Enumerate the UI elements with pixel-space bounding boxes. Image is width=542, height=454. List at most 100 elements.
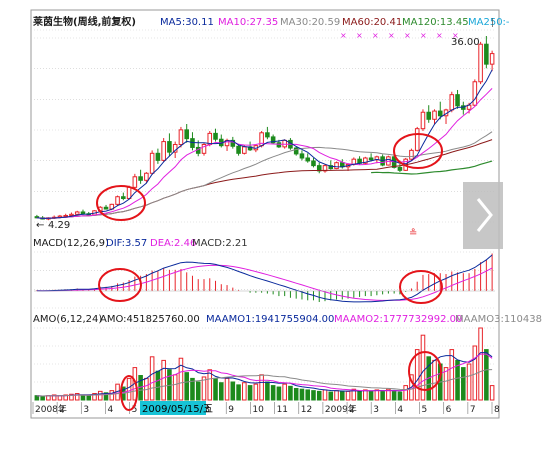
candle-up [489, 53, 495, 65]
amo-bar-up [74, 393, 80, 401]
chevron-right-icon [476, 198, 493, 232]
amo-bar-down [184, 372, 189, 401]
amo-bar-down [236, 384, 241, 401]
time-tick-label: 3 [83, 405, 89, 415]
candle-up [414, 128, 420, 151]
amo-bar-down [293, 387, 299, 401]
time-tick-label: 5 [422, 405, 428, 415]
candle-down [121, 196, 126, 199]
candle-up [144, 172, 149, 181]
time-tick-label: 3 [373, 405, 379, 415]
amo-bar-up [345, 390, 351, 401]
time-tick-label: 2 [349, 405, 355, 415]
amo-bar-up [478, 327, 483, 401]
candle-up [132, 176, 138, 188]
amo-bar-down [40, 395, 45, 401]
amo-bar-up [109, 390, 115, 401]
candle-up [282, 139, 287, 148]
macd-title: MACD(12,26,9) [33, 238, 109, 249]
candle-down [305, 157, 311, 162]
amo-bar-down [218, 382, 224, 401]
candle-up [149, 152, 155, 174]
annotation-circle-amo-breakout [408, 351, 442, 391]
amo-bar-down [340, 390, 345, 401]
amo-bar-up [161, 359, 166, 401]
annotation-circle-macd-cross-2 [399, 270, 443, 304]
amo-bar-up [63, 394, 68, 401]
amo-bar-up [253, 383, 259, 401]
candle-up [449, 94, 455, 111]
candle-up [432, 110, 437, 120]
candle-down [265, 132, 270, 138]
amo-bar-up [126, 377, 132, 401]
time-tick-label: 8 [494, 405, 500, 415]
macd-legend: MACD(12,26,9) DIF:3.57 DEA:2.46 MACD:2.2… [33, 238, 248, 249]
annotation-circles [96, 133, 443, 411]
amo-bar-up [57, 395, 63, 401]
candle-down [103, 206, 109, 210]
amo-bar-up [374, 389, 380, 401]
time-axis: 2008年234567891011122009年2345678 [32, 402, 500, 415]
candle-down [230, 139, 236, 147]
amo-bar-up [178, 357, 184, 401]
amo-bar-down [484, 349, 489, 401]
next-button-bg[interactable] [463, 182, 503, 249]
candle-up [334, 162, 339, 170]
date-cursor-highlight [140, 401, 206, 415]
top-marker-x: × [420, 31, 427, 40]
candle-up [178, 129, 184, 146]
amo-bar-down [380, 390, 385, 401]
amo-bar-up [386, 388, 391, 401]
amo-bar-down [190, 377, 195, 401]
amo-bar-down [270, 385, 276, 401]
time-tick-label: 8 [204, 405, 210, 415]
amo-bar-up [449, 349, 455, 401]
amo-bar-up [351, 388, 357, 401]
amo-bar-down [328, 391, 334, 401]
amo-bar-down [299, 388, 305, 401]
candle-up [161, 141, 166, 161]
amo-bar-up [224, 377, 230, 401]
candle-down [328, 165, 334, 170]
top-marker-x: × [404, 31, 411, 40]
amo-title: AMO(6,12,24) [33, 314, 102, 325]
candle-down [397, 166, 403, 171]
annotation-circle-macd-cross-1 [98, 268, 142, 302]
candle-down [293, 147, 299, 155]
amo-bar-up [92, 393, 97, 401]
ex-rights-marker: ≗ [409, 228, 417, 239]
amo-bar-up [69, 393, 74, 401]
amo-bar-up [259, 374, 264, 401]
next-page-button[interactable] [463, 182, 503, 249]
macd-value-label: MACD:2.21 [192, 238, 248, 249]
price-legend: 莱茵生物(周线,前复权) MA5:30.11 MA10:27.35 MA30:2… [33, 15, 510, 28]
candle-down [368, 157, 374, 161]
ma5-label: MA5:30.11 [160, 17, 214, 28]
ma120-label: MA120:13.45 [402, 17, 469, 28]
amo-bar-down [195, 381, 201, 401]
candle-up [472, 81, 478, 106]
amo-bar-down [368, 390, 374, 401]
ma5-line [36, 69, 493, 219]
amo-bar-down [311, 390, 316, 401]
amo-bar-down [230, 381, 236, 401]
candle-up [115, 196, 120, 205]
amo-bar-down [80, 394, 86, 401]
amo-bar-down [397, 391, 403, 401]
maamo3-label: MAAMO3:110438 [455, 314, 542, 325]
candle-down [437, 110, 443, 117]
amo-bar-up [420, 334, 426, 401]
top-marker-x: × [436, 31, 443, 40]
maamo1-label: MAAMO1:1941755904.00 [206, 314, 334, 325]
header-edge-mark: | [491, 18, 494, 28]
candle-up [69, 213, 74, 216]
candle-up [478, 43, 483, 83]
macd-dif-line [36, 254, 493, 303]
candle-up [420, 111, 426, 130]
amo-bar-up [363, 389, 368, 401]
amo-bar-up [242, 382, 247, 401]
amo-bar-up [443, 367, 449, 401]
time-tick-label: 6 [446, 405, 452, 415]
top-marker-x: × [340, 31, 347, 40]
